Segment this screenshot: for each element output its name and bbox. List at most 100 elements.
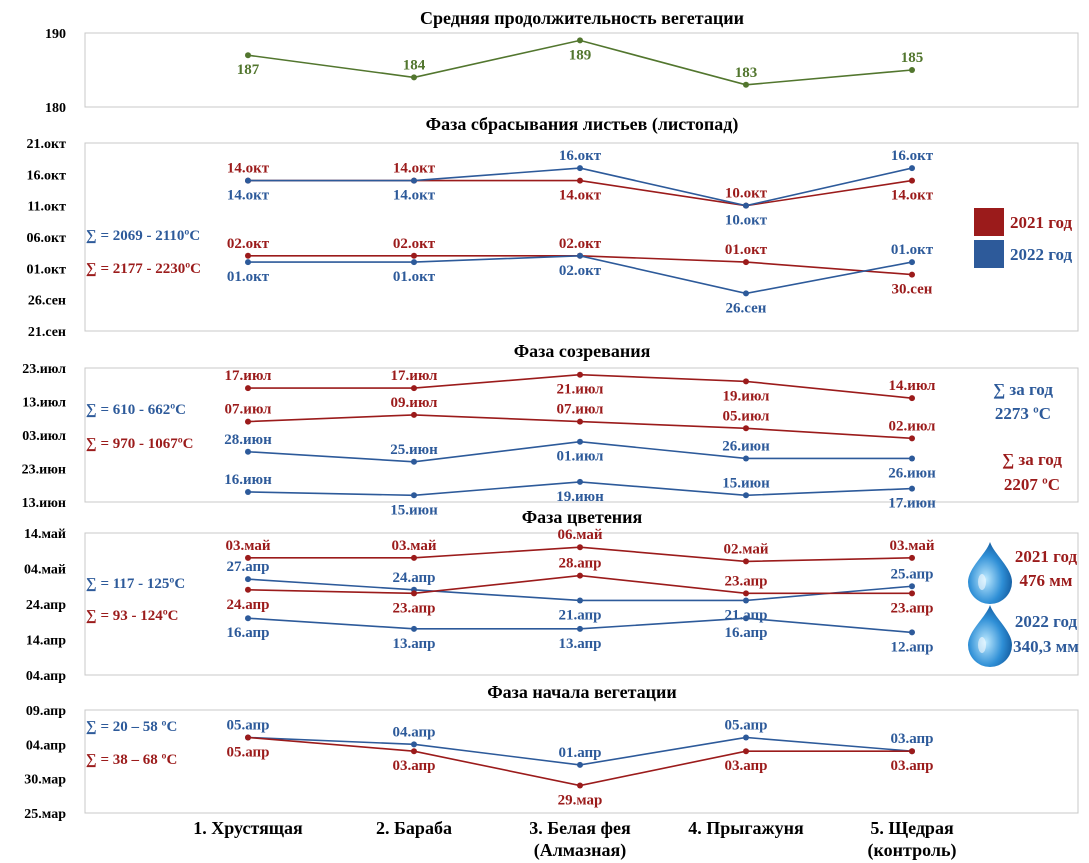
data-label: 13.апр bbox=[558, 636, 601, 652]
data-label: 28.апр bbox=[558, 556, 601, 572]
data-point bbox=[577, 418, 583, 425]
data-label: 14.окт bbox=[227, 188, 270, 204]
panel-title: Фаза созревания bbox=[514, 341, 651, 361]
data-label: 01.окт bbox=[725, 242, 768, 258]
data-point bbox=[743, 748, 749, 755]
data-label: 19.июл bbox=[723, 388, 770, 404]
water-drop-highlight bbox=[978, 637, 986, 653]
y-tick-label: 14.апр bbox=[26, 634, 66, 649]
data-point bbox=[577, 252, 583, 259]
data-label: 16.окт bbox=[891, 148, 934, 164]
data-label: 07.июл bbox=[557, 402, 604, 418]
data-point bbox=[245, 52, 251, 59]
y-tick-label: 16.окт bbox=[27, 168, 67, 183]
data-label: 23.апр bbox=[890, 600, 933, 616]
data-label: 25.июн bbox=[390, 442, 438, 458]
data-point bbox=[411, 74, 417, 81]
sum-note: ∑ = 117 - 125ºC bbox=[86, 576, 185, 592]
y-tick-label: 23.июл bbox=[22, 362, 66, 377]
water-drop-icon bbox=[968, 542, 1012, 604]
x-category-label: (контроль) bbox=[868, 840, 957, 861]
data-label: 02.окт bbox=[393, 236, 436, 252]
data-point bbox=[909, 748, 915, 755]
data-point bbox=[411, 259, 417, 266]
data-point bbox=[743, 290, 749, 297]
data-point bbox=[245, 488, 251, 495]
data-point bbox=[411, 177, 417, 184]
data-point bbox=[245, 177, 251, 184]
legend-swatch bbox=[974, 208, 1004, 236]
y-tick-label: 13.июл bbox=[22, 396, 66, 411]
data-point bbox=[245, 252, 251, 259]
data-point bbox=[909, 583, 915, 590]
data-label: 10.окт bbox=[725, 213, 768, 229]
data-point bbox=[245, 734, 251, 741]
data-label: 02.окт bbox=[559, 263, 602, 279]
data-label: 01.окт bbox=[393, 269, 436, 285]
y-tick-label: 13.июн bbox=[22, 496, 66, 511]
x-category-label: 2. Бараба bbox=[376, 818, 452, 838]
data-label: 03.май bbox=[225, 538, 270, 554]
data-label: 24.апр bbox=[226, 597, 269, 613]
data-label: 26.сен bbox=[726, 300, 767, 316]
data-point bbox=[577, 177, 583, 184]
data-point bbox=[909, 455, 915, 462]
x-category-label: 1. Хрустящая bbox=[193, 818, 303, 838]
rainfall-note: 2021 год bbox=[1015, 547, 1078, 566]
data-point bbox=[245, 586, 251, 593]
data-point bbox=[743, 597, 749, 604]
y-tick-label: 21.сен bbox=[28, 325, 66, 340]
data-point bbox=[245, 418, 251, 425]
data-point bbox=[909, 395, 915, 402]
y-tick-label: 06.окт bbox=[27, 231, 67, 246]
data-point bbox=[245, 554, 251, 561]
data-label: 02.окт bbox=[227, 236, 270, 252]
data-label: 19.июн bbox=[556, 489, 604, 505]
data-label: 15.июн bbox=[722, 475, 770, 491]
data-label: 183 bbox=[735, 65, 758, 81]
data-point bbox=[743, 492, 749, 499]
data-label: 05.апр bbox=[226, 744, 269, 760]
data-label: 01.окт bbox=[891, 242, 934, 258]
data-point bbox=[909, 67, 915, 73]
data-label: 09.июл bbox=[391, 395, 438, 411]
data-label: 05.апр bbox=[724, 717, 767, 733]
data-label: 13.апр bbox=[392, 636, 435, 652]
y-tick-label: 14.май bbox=[24, 527, 66, 542]
data-label: 01.окт bbox=[227, 269, 270, 285]
data-point bbox=[577, 478, 583, 485]
data-point bbox=[577, 37, 583, 44]
x-category-label: (Алмазная) bbox=[534, 840, 627, 861]
data-label: 03.апр bbox=[890, 758, 933, 774]
data-point bbox=[577, 371, 583, 378]
rainfall-note: 2022 год bbox=[1015, 612, 1078, 631]
data-point bbox=[245, 448, 251, 455]
series-line bbox=[247, 578, 913, 602]
series-line bbox=[247, 414, 913, 440]
annual-sum-note: ∑ за год bbox=[993, 380, 1053, 399]
rainfall-note: 476 мм bbox=[1020, 571, 1073, 590]
annual-sum-note: 2273 ºC bbox=[995, 404, 1051, 423]
panel-3: Фаза созревания 23.июл 13.июл 03.июл 23.июн 1… bbox=[22, 341, 1079, 518]
plot-frame bbox=[84, 142, 1079, 332]
y-tick-label: 03.июл bbox=[22, 429, 66, 444]
data-label: 27.апр bbox=[226, 559, 269, 575]
data-label: 187 bbox=[237, 62, 260, 78]
data-label: 14.окт bbox=[559, 188, 602, 204]
data-point bbox=[909, 485, 915, 492]
rainfall-note: 340,3 мм bbox=[1013, 637, 1079, 656]
sum-note: ∑ = 20 – 58 ºC bbox=[86, 719, 177, 735]
data-label: 23.апр bbox=[724, 573, 767, 589]
data-point bbox=[909, 554, 915, 561]
data-point bbox=[743, 425, 749, 432]
data-point bbox=[909, 590, 915, 597]
water-drop-icon bbox=[968, 605, 1012, 667]
data-label: 29.мар bbox=[558, 793, 603, 809]
data-point bbox=[909, 629, 915, 636]
data-label: 189 bbox=[569, 47, 592, 63]
y-tick-label: 23.июн bbox=[22, 463, 66, 478]
data-label: 23.апр bbox=[392, 600, 435, 616]
data-label: 30.сен bbox=[892, 282, 933, 298]
data-point bbox=[411, 741, 417, 748]
